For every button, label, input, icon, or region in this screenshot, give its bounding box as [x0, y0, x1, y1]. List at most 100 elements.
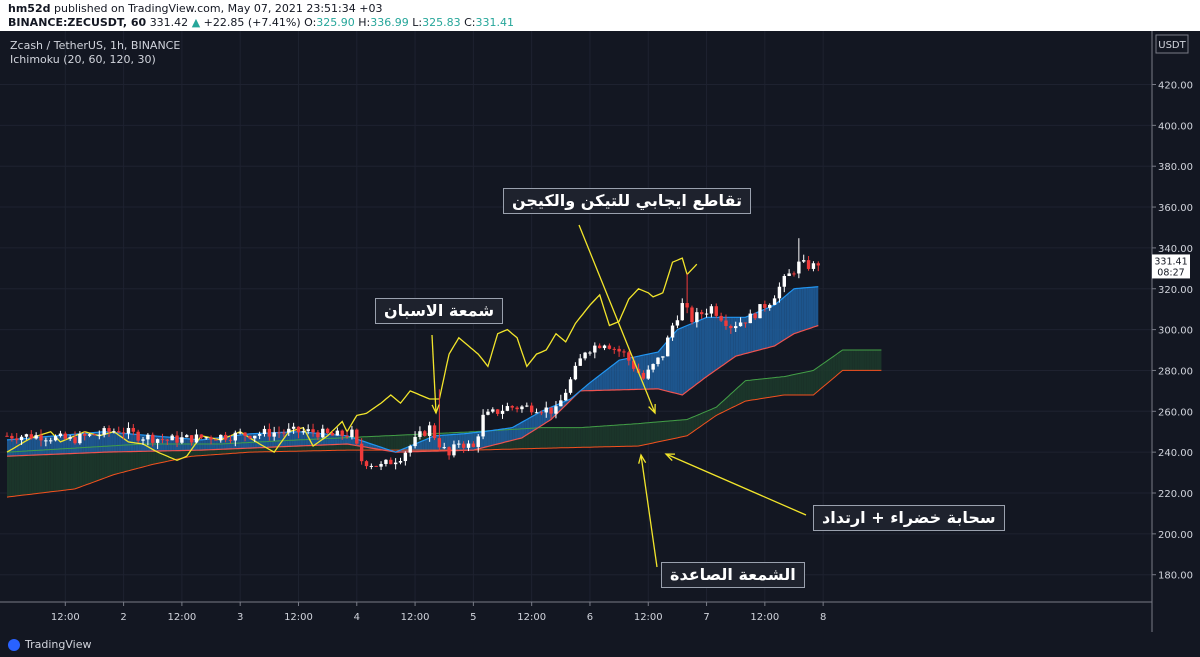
cloud-segment	[577, 427, 581, 448]
x-tick-label: 5	[470, 612, 476, 623]
price-chart[interactable]: USDT 180.00 200.00 220.00 240.00 260.00 280.00…	[0, 31, 1200, 632]
candle-body	[53, 436, 58, 441]
legend-indicator[interactable]: Ichimoku (20, 60, 120, 30)	[10, 53, 156, 66]
kumo-band-segment	[332, 434, 335, 445]
candle-body	[175, 435, 179, 443]
cloud-segment	[60, 448, 63, 491]
candle-body	[772, 298, 777, 305]
kumo-band-segment	[92, 432, 95, 453]
kumo-band-segment	[230, 435, 233, 449]
candle-body	[763, 304, 767, 308]
y-tick-label: 340.00	[1158, 244, 1193, 255]
candle-body	[19, 436, 24, 441]
kumo-band-segment	[417, 441, 420, 452]
cloud-segment	[706, 410, 709, 423]
cloud-segment	[388, 435, 391, 451]
countdown-label: 08:27	[1157, 267, 1184, 278]
cloud-segment	[553, 427, 556, 449]
cloud-segment	[638, 423, 641, 447]
candle-body	[418, 431, 422, 437]
kumo-band-segment	[123, 433, 127, 452]
candle-body	[311, 429, 315, 433]
cloud-segment	[759, 378, 763, 399]
cloud-segment	[21, 451, 25, 496]
cloud-segment	[628, 424, 632, 447]
low-value: 325.83	[422, 16, 461, 29]
candle-body	[413, 436, 417, 447]
candle-body	[709, 306, 714, 314]
candle-body	[802, 260, 806, 262]
candle-body	[92, 434, 97, 436]
cloud-segment	[750, 379, 753, 401]
kumo-band-segment	[526, 418, 530, 435]
cloud-segment	[11, 451, 15, 497]
tenkan-line	[6, 286, 819, 453]
kumo-band-segment	[691, 322, 695, 388]
publish-line: hm52d published on TradingView.com, May …	[8, 2, 382, 15]
kumo-band-segment	[140, 434, 144, 452]
kumo-band-segment	[589, 380, 593, 391]
cloud-segment	[643, 422, 646, 446]
candle-body	[83, 433, 87, 436]
cloud-segment	[70, 448, 73, 490]
candle-body	[369, 465, 374, 467]
candle-body	[223, 434, 228, 440]
candle-body	[214, 439, 218, 441]
cloud-segment	[67, 448, 71, 490]
cloud-segment	[845, 350, 848, 371]
currency-box[interactable]: USDT	[1155, 34, 1189, 54]
kumo-band-segment	[296, 431, 299, 447]
candle-body	[768, 304, 772, 308]
cloud-segment	[109, 445, 112, 477]
candle-body	[228, 439, 233, 441]
high-value: 336.99	[370, 16, 409, 29]
x-tick-label: 12:00	[51, 612, 80, 623]
cloud-segment	[857, 350, 860, 371]
cloud-segment	[113, 445, 117, 475]
publisher-name[interactable]: hm52d	[8, 2, 51, 15]
kumo-band-segment	[434, 435, 437, 452]
kumo-band-segment	[643, 354, 646, 390]
candle-body	[583, 352, 587, 359]
candle-body	[277, 432, 281, 434]
low-label: L:	[412, 16, 423, 29]
candle-body	[97, 434, 102, 436]
cloud-segment	[650, 422, 654, 444]
cloud-segment	[541, 427, 544, 449]
candle-body	[627, 352, 631, 361]
cloud-segment	[383, 435, 386, 451]
cloud-segment	[774, 377, 777, 397]
cloud-segment	[648, 422, 651, 444]
candle-body	[563, 392, 568, 401]
kumo-band-segment	[796, 288, 799, 333]
kumo-band-segment	[444, 434, 447, 451]
cloud-segment	[393, 435, 396, 451]
candle-body	[452, 444, 456, 456]
legend-symbol[interactable]: Zcash / TetherUS, 1h, BINANCE	[10, 39, 180, 52]
kumo-band-segment	[96, 432, 100, 453]
candle-body	[670, 325, 675, 338]
tradingview-logo[interactable]: TradingView	[8, 638, 91, 651]
cloud-segment	[38, 450, 42, 494]
cloud-segment	[33, 450, 37, 494]
candle-body	[738, 322, 743, 327]
cloud-segment	[696, 414, 700, 430]
tradingview-brand: TradingView	[25, 638, 92, 651]
candle-body	[253, 435, 257, 439]
kumo-band-segment	[740, 317, 743, 355]
candle-body	[753, 313, 757, 319]
kumo-band-segment	[303, 432, 306, 446]
kumo-band-segment	[677, 328, 680, 395]
kumo-band-segment	[738, 317, 741, 356]
footer: TradingView	[0, 632, 1200, 657]
kumo-band-segment	[764, 308, 768, 349]
cloud-segment	[106, 446, 110, 478]
price-axis-bg	[1152, 31, 1200, 632]
cloud-segment	[16, 451, 20, 496]
kumo-band-segment	[432, 435, 435, 452]
candle-body	[495, 409, 500, 414]
kumo-band-segment	[602, 371, 605, 391]
x-tick-label: 12:00	[634, 612, 663, 623]
cloud-segment	[769, 377, 773, 398]
candle-body	[189, 435, 194, 443]
